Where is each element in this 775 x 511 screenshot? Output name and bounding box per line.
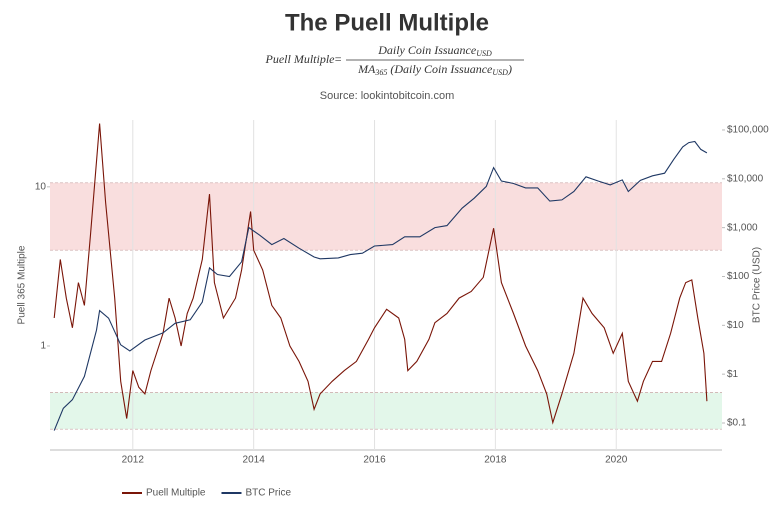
y2-tick-label: $100 bbox=[727, 271, 750, 282]
y2-tick-label: $1,000 bbox=[727, 222, 758, 233]
formula-text: ) bbox=[507, 62, 512, 76]
formula-numerator: Daily Coin IssuanceUSD bbox=[377, 43, 492, 58]
formula-sub: 365 bbox=[374, 68, 387, 77]
formula-text: MA bbox=[357, 62, 376, 76]
x-tick-label: 2014 bbox=[243, 455, 266, 466]
formula-denominator: MA365 (Daily Coin IssuanceUSD) bbox=[357, 62, 512, 77]
y-tick-label: 1 bbox=[40, 341, 46, 352]
y2-tick-label: $1 bbox=[727, 369, 739, 380]
formula-sub: USD bbox=[476, 49, 492, 58]
formula-eq: = bbox=[334, 52, 342, 66]
series-line bbox=[53, 123, 708, 425]
band bbox=[50, 392, 722, 430]
x-tick-label: 2018 bbox=[484, 455, 507, 466]
subtitle: Source: lookintobitcoin.com bbox=[320, 90, 455, 102]
y2-tick-label: $10,000 bbox=[727, 173, 764, 184]
formula-text: (Daily Coin Issuance bbox=[390, 62, 493, 76]
x-tick-label: 2012 bbox=[122, 455, 145, 466]
x-tick-label: 2016 bbox=[363, 455, 386, 466]
x-tick-label: 2020 bbox=[605, 455, 628, 466]
y2-tick-label: $0.1 bbox=[727, 418, 747, 429]
band bbox=[50, 182, 722, 251]
formula-text: Daily Coin Issuance bbox=[377, 43, 477, 57]
series-line bbox=[53, 140, 708, 431]
y-axis-title: Puell 365 Multiple bbox=[17, 245, 28, 324]
legend-label: Puell Multiple bbox=[146, 488, 206, 499]
y2-axis-title: BTC Price (USD) bbox=[752, 247, 763, 323]
legend-label: BTC Price bbox=[245, 488, 291, 499]
formula-lhs: Puell Multiple bbox=[265, 52, 336, 66]
y-tick-label: 10 bbox=[35, 181, 47, 192]
y2-tick-label: $100,000 bbox=[727, 125, 769, 136]
chart-title: The Puell Multiple bbox=[285, 9, 489, 36]
formula-sub: USD bbox=[492, 68, 508, 77]
y2-tick-label: $10 bbox=[727, 320, 744, 331]
